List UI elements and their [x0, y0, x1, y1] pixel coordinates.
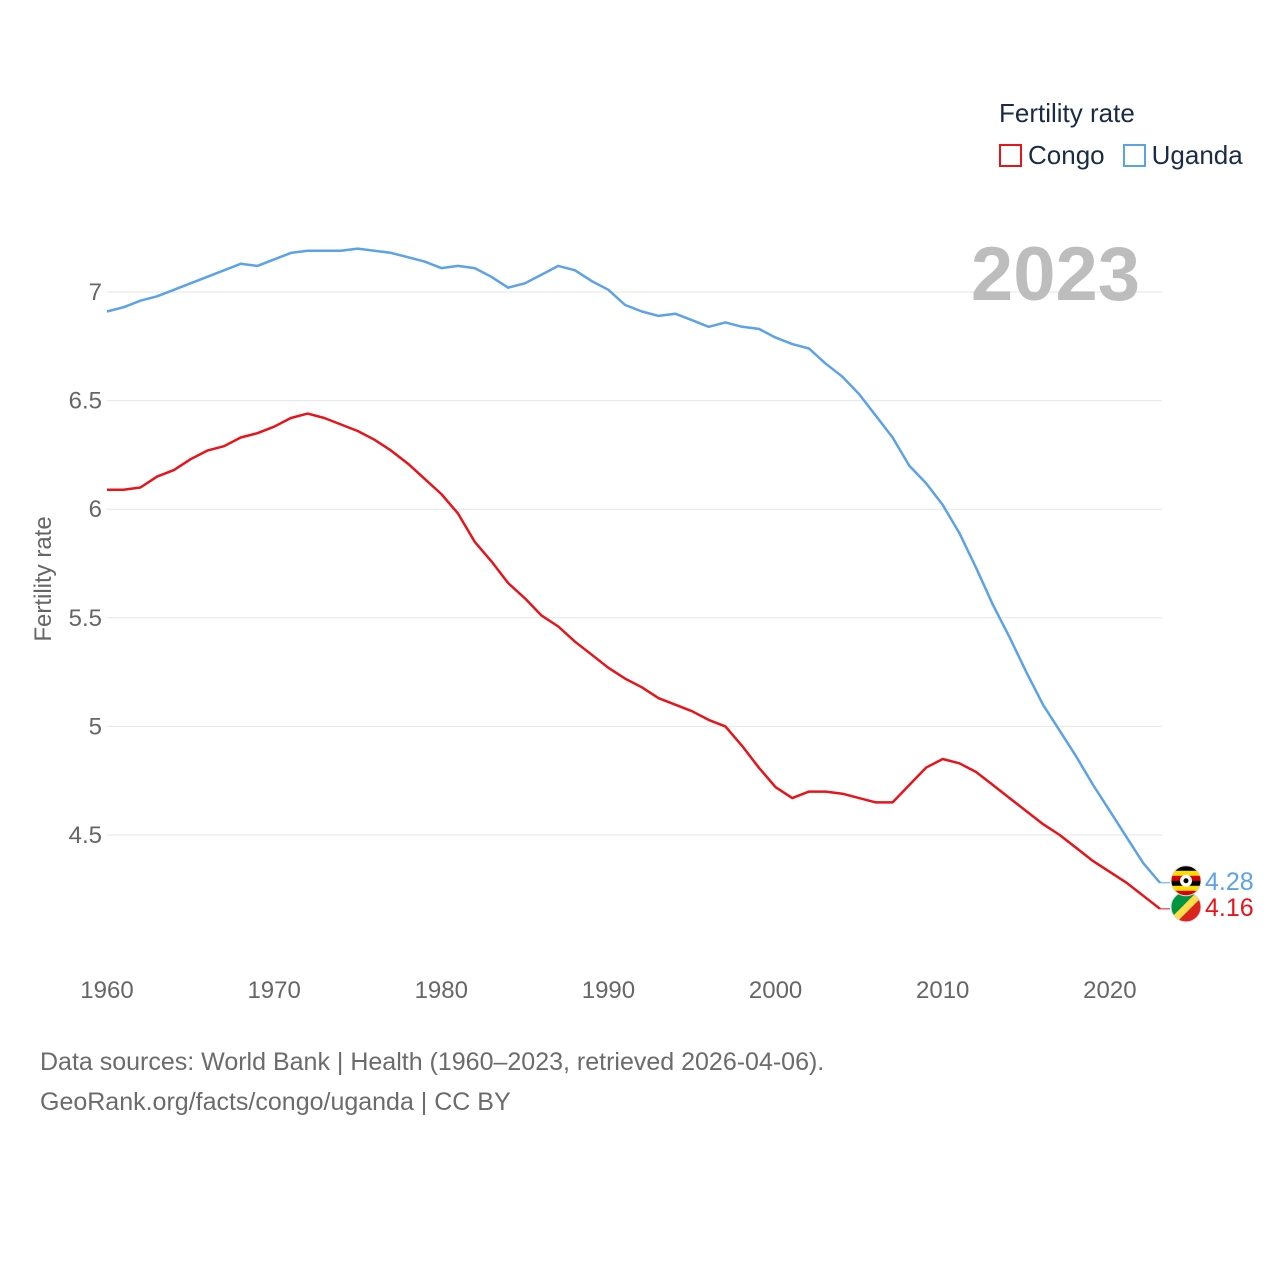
y-tick-label: 7: [89, 279, 102, 306]
x-tick-label: 2010: [916, 977, 969, 1004]
footer-link: GeoRank.org/facts/congo/uganda | CC BY: [40, 1088, 511, 1116]
legend: Congo Uganda: [999, 140, 1261, 171]
series-end-markers: 4.164.28: [1160, 865, 1254, 923]
legend-swatch-uganda: [1122, 144, 1146, 167]
legend-label-congo: Congo: [1028, 140, 1105, 170]
x-axis-ticks: 1960 1970 1980 1990 2000 2010 2020: [80, 977, 1136, 1004]
year-label: 2023: [971, 232, 1140, 317]
x-tick-label: 2000: [749, 977, 802, 1004]
x-tick-label: 1990: [582, 977, 635, 1004]
x-tick-label: 1970: [247, 977, 300, 1004]
series-line-congo: [107, 412, 1161, 910]
end-value-label-uganda: 4.28: [1205, 868, 1254, 896]
y-tick-label: 6.5: [69, 388, 102, 415]
end-value-label-congo: 4.16: [1205, 894, 1254, 922]
x-tick-label: 2020: [1083, 977, 1136, 1004]
uganda-flag-icon: [1170, 865, 1202, 897]
footer-sources: Data sources: World Bank | Health (1960–…: [40, 1048, 825, 1076]
legend-swatch-congo: [999, 144, 1022, 167]
grid-lines: [107, 291, 1162, 836]
legend-item-congo[interactable]: Congo: [999, 140, 1105, 171]
y-tick-label: 5: [89, 713, 102, 740]
legend-title: Fertility rate: [999, 98, 1135, 128]
legend-item-uganda[interactable]: Uganda: [1122, 140, 1243, 171]
series-lines: [106, 247, 1161, 910]
y-tick-label: 6: [89, 496, 102, 523]
footer: Data sources: World Bank | Health (1960–…: [40, 1042, 824, 1122]
x-tick-label: 1960: [80, 977, 133, 1004]
series-line-uganda: [106, 247, 1161, 884]
y-axis-label: Fertility rate: [30, 516, 57, 641]
legend-label-uganda: Uganda: [1151, 140, 1243, 170]
y-tick-label: 4.5: [69, 822, 102, 849]
y-axis-ticks: 4.5 5 5.5 6 6.5 7: [69, 279, 102, 849]
x-tick-label: 1980: [415, 977, 468, 1004]
y-tick-label: 5.5: [69, 605, 102, 632]
